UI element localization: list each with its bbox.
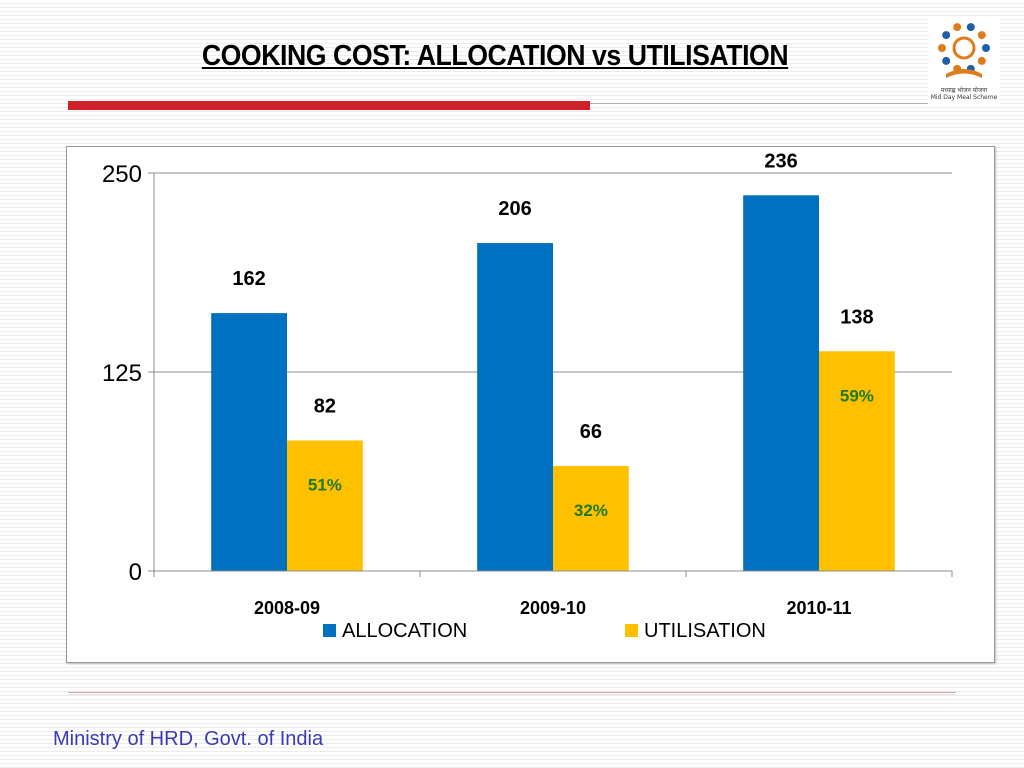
allocation-legend-swatch <box>323 624 336 637</box>
utilisation-value-label: 82 <box>314 395 336 417</box>
allocation-legend-label: ALLOCATION <box>342 620 467 642</box>
allocation-value-label: 236 <box>764 150 797 172</box>
logo-figure <box>966 23 975 32</box>
utilisation-value-label: 66 <box>580 421 602 443</box>
logo-emblem-icon <box>938 23 990 78</box>
utilisation-bar <box>553 465 629 571</box>
allocation-value-label: 162 <box>232 268 265 290</box>
allocation-bar <box>743 195 819 571</box>
y-tick-label: 125 <box>102 360 142 387</box>
x-category-label: 2010-11 <box>786 598 851 618</box>
x-category-label: 2009-10 <box>520 598 586 618</box>
utilisation-legend-swatch <box>625 624 638 637</box>
utilisation-legend-label: UTILISATION <box>644 620 766 642</box>
logo-caption-english: Mid Day Meal Scheme <box>930 94 998 101</box>
chart-panel: 0125250Rs in Lakhs1628251%2008-092066632… <box>66 146 995 663</box>
footer-text: Ministry of HRD, Govt. of India <box>53 728 324 750</box>
logo-figure <box>942 31 951 40</box>
title-underline-red <box>68 101 590 110</box>
allocation-value-label: 206 <box>498 198 531 220</box>
y-tick-label: 0 <box>129 559 142 586</box>
allocation-bar <box>477 243 553 571</box>
utilisation-value-label: 138 <box>840 306 873 328</box>
footer-divider <box>68 692 956 693</box>
logo-figure <box>953 23 962 32</box>
utilisation-percent-label: 51% <box>308 475 342 494</box>
allocation-bar <box>211 313 287 571</box>
logo-figure <box>938 44 946 52</box>
logo-figure <box>982 44 990 52</box>
slide-title: COOKING COST: ALLOCATION vs UTILISATION <box>201 40 789 72</box>
logo-figure <box>977 56 986 65</box>
logo-figure <box>942 56 951 65</box>
y-tick-label: 250 <box>102 161 142 188</box>
logo-caption-hindi: मध्याह्न भोजन योजना <box>940 87 988 94</box>
utilisation-bar <box>287 440 363 571</box>
utilisation-bar <box>819 351 895 571</box>
title-underline-thin <box>590 103 950 104</box>
x-category-label: 2008-09 <box>254 598 320 618</box>
logo-figure <box>977 31 986 40</box>
mid-day-meal-logo: मध्याह्न भोजन योजना Mid Day Meal Scheme <box>928 18 1000 106</box>
footer-divider-shadow <box>68 694 956 695</box>
utilisation-percent-label: 59% <box>840 386 874 405</box>
utilisation-percent-label: 32% <box>574 501 608 520</box>
cooking-cost-bar-chart: 0125250Rs in Lakhs1628251%2008-092066632… <box>102 150 953 642</box>
